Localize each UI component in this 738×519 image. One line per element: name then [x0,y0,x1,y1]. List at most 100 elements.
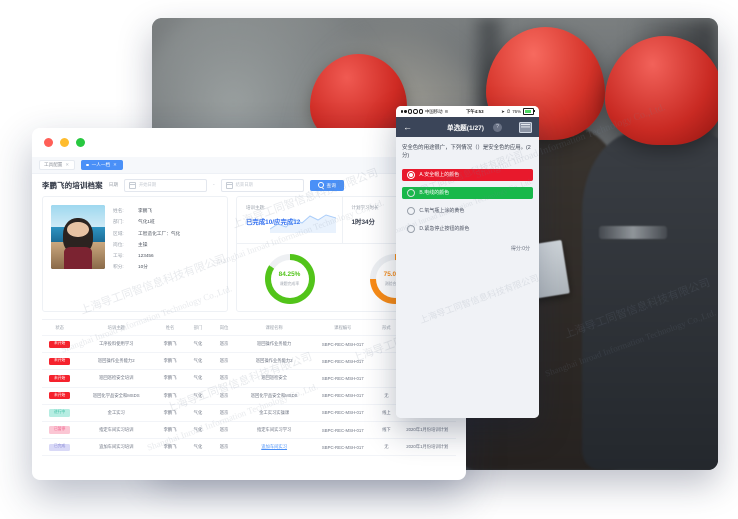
help-icon[interactable]: ? [493,122,502,132]
phone-content: 安全色的用途很广，下列情况（）是安全色的应用。(2分) A.安全帽上的颜色 B.… [396,137,539,418]
profile-field: 部门: 气化1班 [113,220,180,225]
course-cell: 巡回操作业务能力 [256,341,292,347]
option-label: B.电线的颜色 [419,190,450,197]
status-badge: 进行中 [49,409,70,417]
donut-inner: 84.25% 课题完成率 [270,260,309,298]
alarm-icon: ⏱ [506,109,511,114]
option-label: D.紧急停止按钮的颜色 [419,226,470,233]
post-cell: 巡京 [219,341,229,347]
phone-navbar: ← 单选题(1/27) ? [396,117,539,137]
profile-field: 岗位: 主操 [113,242,180,248]
phone-window: 中国移动 ≋ 下午4:53 ➤ ⏱ 76% ← 单选题(1/27) ? 安全色的… [396,106,539,418]
mode-cell: 线上 [382,409,391,415]
minimize-icon[interactable] [60,138,69,147]
profile-field: 工号: 123456 [113,253,180,259]
search-icon [317,181,324,189]
planned-duration-stat: 计划学习时长 1时34分 [341,197,448,243]
table-row[interactable]: 进行中金工实习李鹏飞气化巡京金工实习实操课SBPC-REC-MSH-017线上2… [42,405,456,422]
table-row[interactable]: 未开始 巡回化学品安全和MSDS 李鹏飞 气化 巡京 巡回化学品安全和MSDS SBPC-R… [42,388,456,405]
status-cell: 未开始 [42,392,77,400]
option-a[interactable]: A.安全帽上的颜色 [402,168,533,181]
name-cell: 李鹏飞 [163,409,177,415]
avatar-sky [51,205,105,227]
table-row[interactable]: 未开始 工序投料使用学习 李鹏飞 气化 巡京 巡回操作业务能力 SBPC-REC-MSH-0… [42,336,456,354]
table-row[interactable]: 未开始 巡回操作业务能力2 李鹏飞 气化 巡京 巡回操作业务能力2 SBPC-REC-MSH… [42,353,456,371]
start-date-input[interactable]: 开始日期 [123,178,207,192]
back-arrow-icon[interactable]: ← [403,121,412,132]
column-header-code: 课程编号 [334,324,352,330]
code-cell: SBPC-REC-MSH-017 [321,410,364,416]
radio-icon [407,206,416,215]
page-title: 李鹏飞的培训档案 [42,180,103,190]
option-d[interactable]: D.紧急停止按钮的颜色 [402,223,533,235]
radio-icon [407,224,416,233]
card-icon[interactable] [519,121,532,133]
course-cell: 指定车间实习学习 [256,427,292,433]
column-header-status: 状态 [55,324,64,330]
course-cell: 巡回巡检安全 [261,375,288,381]
training-topic-value: 已完成10/应完成12 [246,219,301,226]
tab-close-icon[interactable]: ✕ [113,161,117,167]
tab-close-icon[interactable]: ✕ [65,161,70,167]
close-icon[interactable] [44,138,53,147]
completion-rate-donut: 84.25% 课题完成率 [264,254,315,304]
profile-fields: 姓名: 李鹏飞 部门: 气化1班 区域: 工智造化工厂：气化 岗位: [113,205,180,303]
course-cell: 巡回化学品安全和MSDS [250,392,298,398]
option-label: C.氧气瓶上涂的黄色 [419,208,465,215]
option-c[interactable]: C.氧气瓶上涂的黄色 [402,205,533,217]
training-topic-stat: 培训主题: 已完成10/应完成12 [237,197,342,243]
table-row[interactable]: 已完成 追加车间实习培训 李鹏飞 气化 巡京 追加车间实习 SBPC-REC-MSH-017… [42,439,456,457]
tab-tool-config[interactable]: 工具配置 ✕ [39,160,76,170]
window-titlebar [32,128,466,157]
planned-duration-value: 1时34分 [351,219,375,226]
mode-cell: 无 [384,392,389,398]
avatar-face [67,221,89,237]
option-label: A.安全帽上的颜色 [419,172,460,179]
status-cell: 未开始 [42,374,77,383]
calendar-icon [225,181,233,189]
status-cell: 已完成 [42,443,77,452]
name-cell: 李鹏飞 [163,427,177,433]
course-link[interactable]: 追加车间实习 [261,444,288,450]
radio-icon [407,170,416,179]
tab-bar: 工具配置 ✕ 一人一档 ✕ [32,157,466,174]
planned-duration-label: 计划学习时长 [351,205,379,210]
search-button-label: 查询 [326,183,337,189]
donut-value: 84.25% [278,271,301,279]
dept-cell: 气化 [193,427,203,433]
option-b[interactable]: B.电线的颜色 [402,186,533,199]
profile-field: 积分: 10分 [113,265,180,270]
topic-cell: 巡回巡检安全培训 [99,375,134,381]
donut-value: 75.00% [383,271,406,279]
name-cell: 李鹏飞 [163,375,177,381]
topic-cell: 巡回化学品安全和MSDS [92,392,140,398]
column-header-post: 岗位 [219,324,229,330]
course-cell: 金工实习实操课 [259,409,290,415]
name-cell: 李鹏飞 [163,341,177,347]
battery-icon [523,108,535,115]
tab-one-person-one-file[interactable]: 一人一档 ✕ [81,160,123,170]
field-value: 李鹏飞 [138,208,153,213]
end-date-input[interactable]: 结束日期 [220,178,304,192]
mode-cell: 无 [384,444,389,450]
status-badge: 已完成 [49,443,70,452]
status-badge: 未开始 [49,357,70,366]
dept-cell: 气化 [193,341,203,347]
topic-cell: 工序投料使用学习 [99,341,134,347]
field-key: 部门: [113,219,124,225]
maximize-icon[interactable] [76,138,85,147]
field-key: 姓名: [113,208,124,213]
summary-cards: 姓名: 李鹏飞 部门: 气化1班 区域: 工智造化工厂：气化 岗位: [42,196,456,312]
field-key: 积分: [113,264,124,270]
end-date-placeholder: 结束日期 [235,182,253,187]
table-row[interactable]: 已暂停 指定车间实习培训 李鹏飞 气化 巡京 指定车间实习学习 SBPC-REC-MSH-0… [42,422,456,440]
post-cell: 巡京 [219,409,229,415]
table-row[interactable]: 未开始 巡回巡检安全培训 李鹏飞 气化 巡京 巡回巡检安全 SBPC-REC-MSH-017 [42,370,456,388]
dept-cell: 气化 [193,392,203,398]
search-button[interactable]: 查询 [309,179,345,191]
dept-cell: 气化 [193,444,203,450]
code-cell: SBPC-REC-MSH-017 [321,358,364,364]
name-cell: 李鹏飞 [163,358,177,364]
code-cell: SBPC-REC-MSH-017 [321,341,364,347]
post-cell: 巡京 [219,375,229,381]
